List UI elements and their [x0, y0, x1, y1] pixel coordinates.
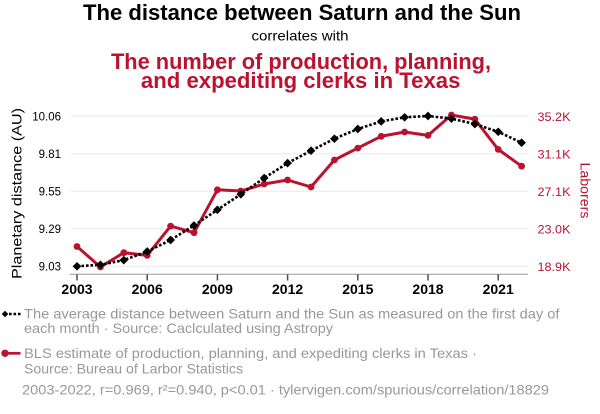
svg-text:31.1K: 31.1K [538, 149, 571, 161]
svg-text:9.29: 9.29 [39, 224, 61, 236]
svg-text:and expediting clerks in Texas: and expediting clerks in Texas [141, 68, 461, 93]
svg-text:2018: 2018 [412, 281, 443, 297]
svg-text:35.2K: 35.2K [538, 112, 571, 124]
svg-text:2012: 2012 [272, 281, 303, 297]
svg-text:Source: Bureau of Larbor Stati: Source: Bureau of Larbor Statistics [24, 361, 243, 377]
svg-text:correlates with: correlates with [252, 28, 349, 44]
svg-text:18.9K: 18.9K [538, 262, 571, 274]
svg-text:The average distance between S: The average distance between Saturn and … [24, 306, 560, 322]
svg-text:23.0K: 23.0K [538, 224, 571, 236]
svg-text:9.81: 9.81 [39, 149, 61, 161]
svg-text:2021: 2021 [483, 281, 514, 297]
svg-text:2006: 2006 [132, 281, 163, 297]
svg-text:each month · Source: Caclculat: each month · Source: Caclculated using A… [24, 320, 333, 336]
svg-text:10.06: 10.06 [32, 112, 61, 124]
svg-text:2003: 2003 [61, 281, 92, 297]
svg-text:BLS estimate of production, pl: BLS estimate of production, planning, an… [24, 345, 477, 361]
svg-text:Laborers: Laborers [578, 163, 594, 219]
svg-text:The number of production, plan: The number of production, planning, [111, 49, 491, 74]
svg-text:9.03: 9.03 [39, 262, 61, 274]
svg-text:27.1K: 27.1K [538, 187, 571, 199]
svg-text:2009: 2009 [202, 281, 233, 297]
svg-text:2003-2022, r=0.969, r²=0.940,: 2003-2022, r=0.969, r²=0.940, p<0.01 · t… [22, 382, 549, 398]
svg-text:The distance between Saturn an: The distance between Saturn and the Sun [83, 0, 521, 25]
svg-text:2015: 2015 [342, 281, 373, 297]
svg-text:9.55: 9.55 [39, 187, 61, 199]
svg-text:Planetary distance (AU): Planetary distance (AU) [9, 108, 25, 279]
